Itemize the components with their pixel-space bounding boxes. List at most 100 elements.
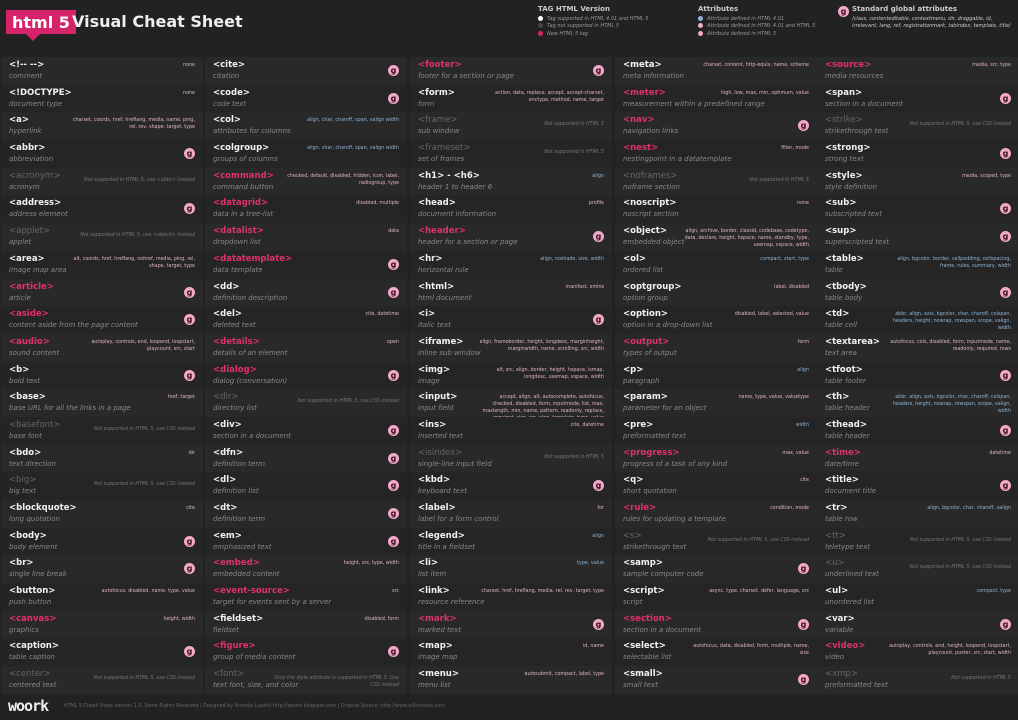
tag-description: preformatted text — [623, 431, 686, 440]
global-attributes-badge-icon: g — [388, 452, 399, 464]
tag-description: rules for updating a template — [623, 515, 726, 523]
tag-name: <output> — [623, 336, 670, 347]
tag-description: document title — [825, 487, 877, 496]
support-note: Not supported in HTML 5, use CSS instead — [707, 537, 809, 543]
global-attributes-title: Standard global attributes — [852, 5, 958, 13]
tag-row: <script> script async, type, charset, defe… — [615, 583, 817, 611]
tag-name: <colgroup> — [213, 143, 270, 154]
tag-description: style definition — [825, 182, 878, 191]
attributes-list: autoplay, controls, end, loopend, loopst… — [91, 339, 195, 352]
tag-description: article — [9, 293, 31, 302]
tag-name: <mark> — [418, 613, 457, 624]
tag-name: <button> — [9, 586, 56, 597]
tag-row: <q> short quotation cite — [615, 472, 817, 500]
tag-description: noscript section — [623, 210, 679, 219]
global-badge-icon: g — [838, 6, 849, 17]
tag-name: <html> — [418, 281, 455, 292]
tag-name: <abbr> — [9, 143, 46, 154]
tag-description: subscripted text — [825, 210, 882, 219]
legend-label: Attribute defined in HTML 5 — [707, 30, 777, 37]
tag-description: option group — [623, 293, 668, 302]
attributes-list: align, frameborder, height, longdesc, ma… — [479, 339, 604, 352]
tag-description: long quotation — [9, 515, 60, 523]
global-attributes-badge-icon: g — [388, 535, 399, 547]
tag-name: <var> — [825, 613, 855, 624]
tag-description: document type — [9, 99, 63, 108]
global-attributes-badge-icon: g — [1000, 148, 1011, 160]
global-attributes-badge-icon: g — [1000, 424, 1011, 436]
tag-row: <hr> horizontal rule align, noshade, size,… — [410, 250, 612, 279]
dot-icon — [538, 30, 543, 36]
tag-name: <li> — [418, 558, 439, 569]
global-attributes-badge-icon: g — [388, 508, 399, 519]
tag-row: <fieldset> fieldset disabled, form — [205, 610, 407, 639]
tag-row: <article> article g — [1, 278, 203, 307]
support-note: Not supported in HTML 5, use <abbr> inst… — [83, 177, 195, 183]
tag-row: <del> deleted text cite, datetime — [205, 306, 407, 334]
tag-row: <big> big text Not supported in HTML 5, us… — [1, 472, 203, 500]
legend-label: Tag not supported in HTML 5 — [547, 23, 620, 29]
attributes-list: autoplay, controls, end, height, loopend… — [889, 644, 1011, 657]
tag-description: document information — [418, 210, 497, 219]
tag-name: <th> — [825, 392, 850, 403]
tag-row: <object> embedded object align, archive, b… — [615, 223, 817, 251]
version-legend: TAG HTML Version Tag supported in HTML 4… — [538, 5, 648, 38]
tag-description: progress of a task of any kind — [623, 459, 728, 468]
tag-row: <input> input field accept, align, alt, au… — [410, 389, 612, 421]
tag-description: acronym — [9, 182, 40, 191]
tag-description: text direction — [9, 459, 56, 468]
tag-row: <details> details of an element open — [205, 333, 407, 362]
global-attributes-list: /class, contenteditable, contextmenu, di… — [852, 15, 1011, 30]
tag-name: <rule> — [623, 503, 657, 513]
attributes-list: condition, mode — [770, 506, 809, 511]
support-note: Not supported in HTML 5 — [544, 122, 604, 128]
tag-description: image map — [418, 653, 458, 662]
tag-row: <samp> sample computer code g — [615, 555, 817, 584]
tag-description: section in a document — [825, 99, 903, 108]
tag-description: inline sub window — [418, 348, 481, 357]
tag-name: <span> — [825, 87, 863, 98]
tag-name: <ol> — [623, 253, 646, 264]
tag-description: unordered list — [825, 598, 874, 607]
tag-name: <del> — [213, 309, 243, 320]
global-attributes-badge-icon: g — [184, 563, 195, 575]
tag-description: strong text — [825, 155, 864, 164]
attributes-list: media, scoped, type — [962, 173, 1011, 179]
tag-name: <thead> — [825, 419, 867, 430]
tag-name: <noscript> — [623, 198, 677, 209]
tag-name: <datagrid> — [213, 198, 269, 209]
tag-name: <object> — [623, 226, 667, 237]
tag-description: strikethrough text — [623, 542, 687, 551]
tag-description: image — [418, 376, 440, 385]
tag-name: <menu> — [418, 669, 459, 680]
tag-row: <map> image map id, name — [410, 638, 612, 667]
woork-logo: woork — [8, 697, 49, 715]
tag-name: <header> — [418, 226, 466, 237]
tag-row: <frame> sub window Not supported in HTML 5 — [410, 112, 612, 141]
attributes-list: href, target — [167, 395, 195, 401]
tag-row: <button> push button autofocus, disabled, … — [1, 583, 203, 611]
tag-name: <center> — [9, 669, 51, 680]
attributes-list: compact, type — [976, 589, 1011, 595]
tag-description: dialog (conversation) — [213, 376, 288, 385]
tag-row: <figure> group of media content g — [205, 638, 407, 667]
tag-row: <time> date/time datetime — [817, 444, 1018, 473]
tag-row: <applet> applet Not supported in HTML 5, u… — [1, 223, 203, 251]
support-note: Only the style attribute is supported in… — [274, 676, 399, 689]
global-attributes-badge-icon: g — [184, 646, 195, 658]
tag-row: <kbd> keyboard text g — [410, 472, 612, 500]
tag-name: <s> — [623, 530, 642, 541]
tag-name: <nest> — [623, 143, 659, 154]
dot-icon — [538, 23, 543, 28]
legend-label: Attribute defined in HTML 4.01 — [707, 15, 785, 22]
attributes-list: charset, href, hreflang, media, rel, rev… — [481, 589, 604, 595]
tag-row: <datagrid> data in a tree-list disabled, m… — [205, 195, 407, 224]
tag-row: <style> style definition media, scoped, ty… — [817, 167, 1018, 196]
tag-row: <!DOCTYPE> document type none — [1, 84, 203, 113]
attributes-list: datetime — [989, 450, 1011, 456]
tag-name: <script> — [623, 586, 665, 597]
attributes-list: autosubmit, compact, label, type — [524, 672, 604, 678]
tag-name: <b> — [9, 364, 30, 375]
tag-row: <option> option in a drop-down list disabl… — [615, 306, 817, 334]
tag-column: <meta> meta information charset, content, … — [615, 57, 817, 694]
